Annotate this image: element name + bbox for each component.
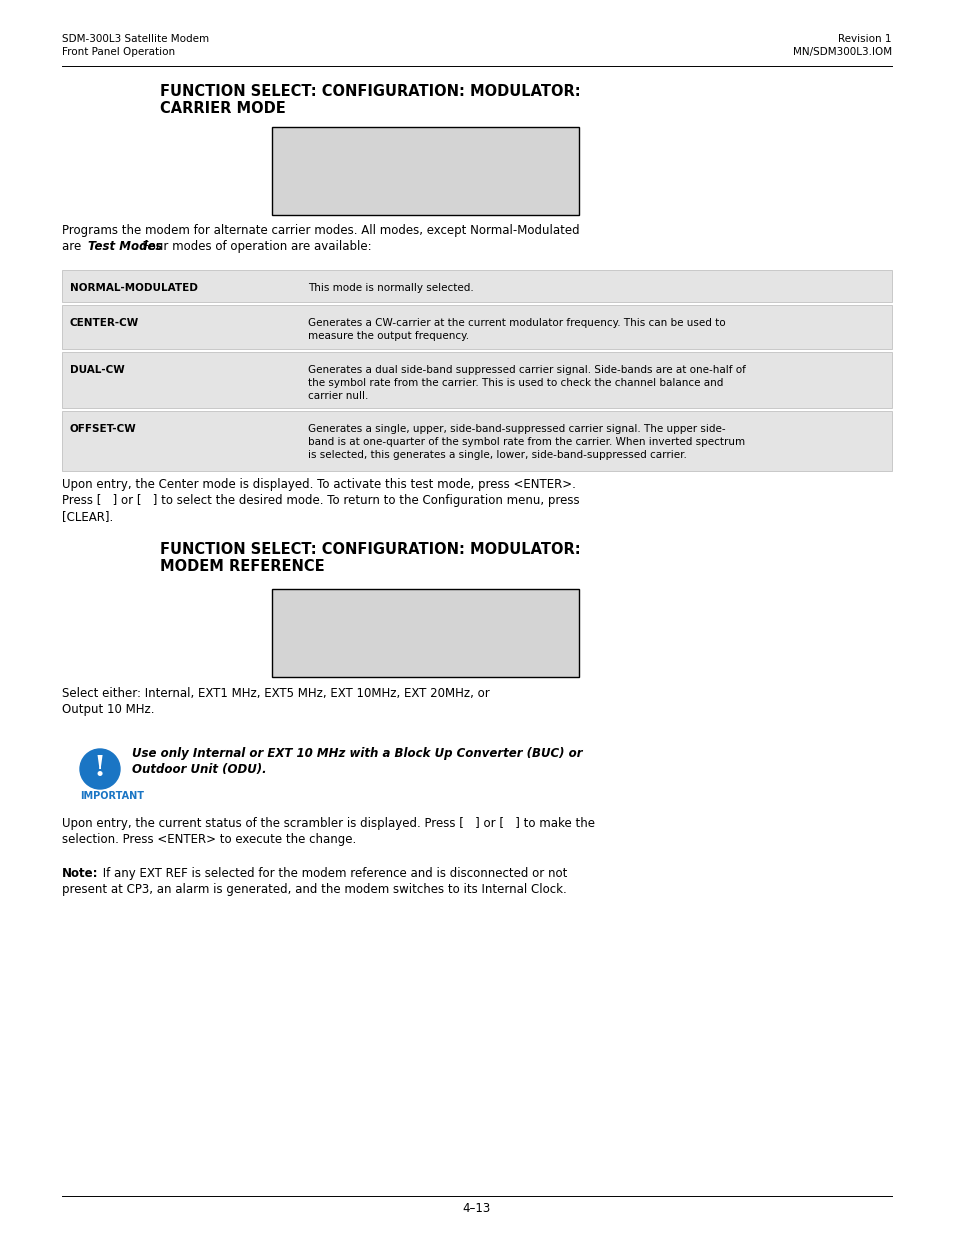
Text: This mode is normally selected.: This mode is normally selected. <box>308 283 474 293</box>
FancyBboxPatch shape <box>62 352 891 408</box>
Text: is selected, this generates a single, lower, side-band-suppressed carrier.: is selected, this generates a single, lo… <box>308 450 686 459</box>
FancyBboxPatch shape <box>272 589 578 677</box>
Text: CENTER-CW: CENTER-CW <box>70 317 139 329</box>
Text: Generates a single, upper, side-band-suppressed carrier signal. The upper side-: Generates a single, upper, side-band-sup… <box>308 424 725 433</box>
Text: Revision 1: Revision 1 <box>838 35 891 44</box>
Text: FUNCTION SELECT: CONFIGURATION: MODULATOR:: FUNCTION SELECT: CONFIGURATION: MODULATO… <box>160 84 580 99</box>
Text: Upon entry, the Center mode is displayed. To activate this test mode, press <ENT: Upon entry, the Center mode is displayed… <box>62 478 576 492</box>
FancyBboxPatch shape <box>62 305 891 350</box>
Text: Programs the modem for alternate carrier modes. All modes, except Normal-Modulat: Programs the modem for alternate carrier… <box>62 224 579 237</box>
Text: Generates a dual side-band suppressed carrier signal. Side-bands are at one-half: Generates a dual side-band suppressed ca… <box>308 366 745 375</box>
Text: MODEM REFERENCE: MODEM REFERENCE <box>160 559 324 574</box>
Text: Upon entry, the current status of the scrambler is displayed. Press [   ] or [  : Upon entry, the current status of the sc… <box>62 818 595 830</box>
Text: NORMAL-MODULATED: NORMAL-MODULATED <box>70 283 197 293</box>
Text: selection. Press <ENTER> to execute the change.: selection. Press <ENTER> to execute the … <box>62 832 355 846</box>
Text: !: ! <box>93 755 106 782</box>
Text: carrier null.: carrier null. <box>308 391 368 401</box>
Circle shape <box>80 748 120 789</box>
Text: band is at one-quarter of the symbol rate from the carrier. When inverted spectr: band is at one-quarter of the symbol rat… <box>308 437 744 447</box>
Text: DUAL-CW: DUAL-CW <box>70 366 125 375</box>
Text: Select either: Internal, EXT1 MHz, EXT5 MHz, EXT 10MHz, EXT 20MHz, or: Select either: Internal, EXT1 MHz, EXT5 … <box>62 687 489 700</box>
Text: measure the output frequency.: measure the output frequency. <box>308 331 469 341</box>
Text: Test Modes: Test Modes <box>88 240 162 253</box>
Text: 4–13: 4–13 <box>462 1202 491 1215</box>
Text: SDM-300L3 Satellite Modem: SDM-300L3 Satellite Modem <box>62 35 209 44</box>
Text: present at CP3, an alarm is generated, and the modem switches to its Internal Cl: present at CP3, an alarm is generated, a… <box>62 883 566 897</box>
Text: CARRIER MODE: CARRIER MODE <box>160 101 286 116</box>
Text: Front Panel Operation: Front Panel Operation <box>62 47 175 57</box>
Text: Press [   ] or [   ] to select the desired mode. To return to the Configuration : Press [ ] or [ ] to select the desired m… <box>62 494 579 508</box>
Text: . Four modes of operation are available:: . Four modes of operation are available: <box>135 240 372 253</box>
FancyBboxPatch shape <box>62 270 891 303</box>
Text: [CLEAR].: [CLEAR]. <box>62 510 113 522</box>
FancyBboxPatch shape <box>62 411 891 471</box>
Text: Note:: Note: <box>62 867 98 881</box>
Text: the symbol rate from the carrier. This is used to check the channel balance and: the symbol rate from the carrier. This i… <box>308 378 722 388</box>
Text: Generates a CW-carrier at the current modulator frequency. This can be used to: Generates a CW-carrier at the current mo… <box>308 317 725 329</box>
FancyBboxPatch shape <box>272 127 578 215</box>
Text: Use only Internal or EXT 10 MHz with a Block Up Converter (BUC) or: Use only Internal or EXT 10 MHz with a B… <box>132 747 582 760</box>
Text: Output 10 MHz.: Output 10 MHz. <box>62 703 154 716</box>
Text: MN/SDM300L3.IOM: MN/SDM300L3.IOM <box>792 47 891 57</box>
Text: are: are <box>62 240 85 253</box>
Text: FUNCTION SELECT: CONFIGURATION: MODULATOR:: FUNCTION SELECT: CONFIGURATION: MODULATO… <box>160 542 580 557</box>
Text: IMPORTANT: IMPORTANT <box>80 790 144 802</box>
Text: If any EXT REF is selected for the modem reference and is disconnected or not: If any EXT REF is selected for the modem… <box>99 867 567 881</box>
Text: Outdoor Unit (ODU).: Outdoor Unit (ODU). <box>132 763 266 776</box>
Text: OFFSET-CW: OFFSET-CW <box>70 424 136 433</box>
